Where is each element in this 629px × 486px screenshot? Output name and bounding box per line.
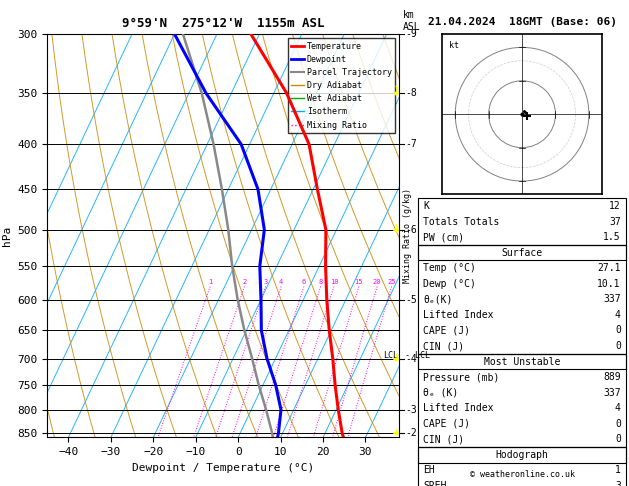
X-axis label: Dewpoint / Temperature (°C): Dewpoint / Temperature (°C) (132, 463, 314, 473)
Text: 0: 0 (615, 419, 621, 429)
Text: Totals Totals: Totals Totals (423, 217, 499, 226)
Text: 8: 8 (318, 279, 323, 285)
Text: -9: -9 (405, 29, 416, 39)
Text: SREH: SREH (423, 481, 447, 486)
Text: 25: 25 (387, 279, 396, 285)
Text: Mixing Ratio (g/kg): Mixing Ratio (g/kg) (403, 188, 412, 283)
Text: 6: 6 (302, 279, 306, 285)
Text: 20: 20 (373, 279, 381, 285)
Text: -7: -7 (405, 139, 416, 149)
Text: 10: 10 (330, 279, 338, 285)
Text: CAPE (J): CAPE (J) (423, 326, 470, 335)
Text: 0: 0 (615, 434, 621, 444)
Text: km
ASL: km ASL (403, 10, 420, 32)
Text: 15: 15 (355, 279, 363, 285)
Text: Lifted Index: Lifted Index (423, 310, 494, 320)
Text: Temp (°C): Temp (°C) (423, 263, 476, 273)
Text: 21.04.2024  18GMT (Base: 06): 21.04.2024 18GMT (Base: 06) (428, 17, 616, 27)
Text: 12: 12 (609, 201, 621, 211)
Text: Dewp (°C): Dewp (°C) (423, 279, 476, 289)
Text: -3: -3 (405, 405, 416, 415)
Text: 37: 37 (609, 217, 621, 226)
Text: -5: -5 (405, 295, 416, 305)
Text: PW (cm): PW (cm) (423, 232, 464, 242)
Text: 0: 0 (615, 341, 621, 351)
Text: 337: 337 (603, 388, 621, 398)
Text: -2: -2 (405, 428, 416, 438)
Text: - LCL: - LCL (405, 351, 430, 360)
Text: -6: -6 (405, 225, 416, 235)
Text: 4: 4 (279, 279, 283, 285)
Text: 27.1: 27.1 (598, 263, 621, 273)
Text: K: K (423, 201, 429, 211)
Text: 337: 337 (603, 295, 621, 304)
Text: 3: 3 (615, 481, 621, 486)
Legend: Temperature, Dewpoint, Parcel Trajectory, Dry Adiabat, Wet Adiabat, Isotherm, Mi: Temperature, Dewpoint, Parcel Trajectory… (287, 38, 395, 133)
Text: -8: -8 (405, 88, 416, 98)
Text: © weatheronline.co.uk: © weatheronline.co.uk (470, 469, 574, 479)
Text: 2: 2 (242, 279, 247, 285)
Text: θₑ (K): θₑ (K) (423, 388, 459, 398)
Text: CAPE (J): CAPE (J) (423, 419, 470, 429)
Text: 0: 0 (615, 326, 621, 335)
Text: kt: kt (448, 41, 459, 50)
Text: 1: 1 (208, 279, 212, 285)
Text: Pressure (mb): Pressure (mb) (423, 372, 499, 382)
Text: Most Unstable: Most Unstable (484, 357, 560, 366)
Text: LCL: LCL (383, 351, 398, 360)
Text: -4: -4 (405, 353, 416, 364)
Text: Hodograph: Hodograph (496, 450, 548, 460)
Y-axis label: hPa: hPa (2, 226, 12, 246)
Text: 1: 1 (615, 466, 621, 475)
Text: EH: EH (423, 466, 435, 475)
Text: 4: 4 (615, 403, 621, 413)
Text: 1.5: 1.5 (603, 232, 621, 242)
Text: Surface: Surface (501, 248, 543, 258)
Text: 889: 889 (603, 372, 621, 382)
Text: 10.1: 10.1 (598, 279, 621, 289)
Text: Lifted Index: Lifted Index (423, 403, 494, 413)
Text: 3: 3 (264, 279, 268, 285)
Text: 4: 4 (615, 310, 621, 320)
Text: θₑ(K): θₑ(K) (423, 295, 453, 304)
Text: 9°59'N  275°12'W  1155m ASL: 9°59'N 275°12'W 1155m ASL (122, 17, 325, 30)
Text: CIN (J): CIN (J) (423, 341, 464, 351)
Text: CIN (J): CIN (J) (423, 434, 464, 444)
